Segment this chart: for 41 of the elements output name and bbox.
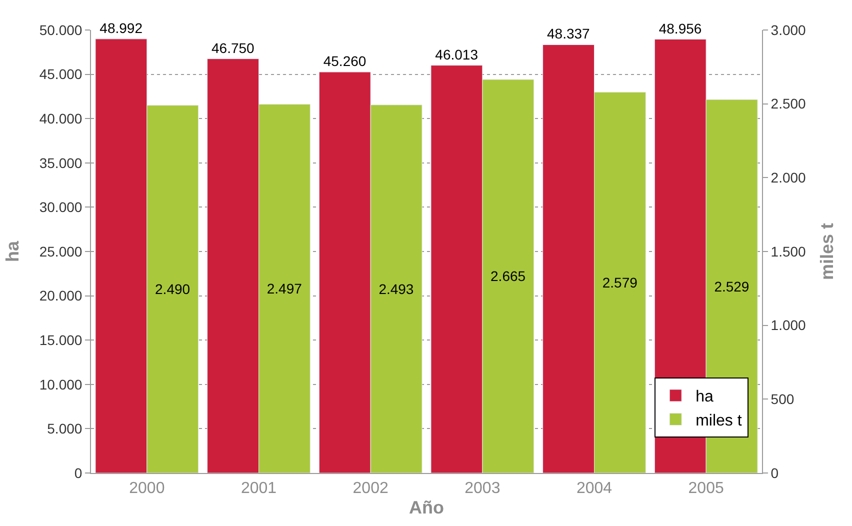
y-tick-label: 30.000 [39,199,82,216]
data-label: 48.992 [100,20,143,36]
x-axis-title: Año [409,497,444,518]
y2-tick-label: 1.000 [770,317,806,334]
y-axis-title: ha [2,240,23,262]
x-tick-label: 2004 [576,480,612,498]
y2-axis-title: miles t [817,222,838,280]
data-label: 2.493 [378,280,414,297]
data-label: 2.665 [490,268,526,284]
data-label: 46.750 [212,40,255,56]
y-tick-label: 15.000 [39,332,82,348]
data-label: 46.013 [435,46,478,62]
data-label: 45.260 [323,53,366,69]
y-tick-label: 20.000 [39,288,82,304]
data-label: 48.956 [658,20,702,36]
data-label: 48.337 [547,26,590,42]
y2-tick-label: 1.500 [770,243,806,260]
data-label: 2.490 [155,281,190,298]
y-tick-label: 50.000 [39,22,82,38]
y2-tick-label: 2.000 [770,170,806,186]
y2-tick-label: 2.500 [770,96,806,112]
y-tick-label: 0 [74,464,82,481]
x-tick-label: 2005 [688,480,724,498]
x-tick-label: 2002 [352,480,388,498]
y-tick-label: 25.000 [39,243,82,260]
x-tick-label: 2000 [129,480,165,498]
y2-tick-label: 500 [770,391,794,408]
x-tick-label: 2003 [464,480,500,498]
y-tick-label: 45.000 [39,66,82,82]
y2-tick-label: 3.000 [770,22,806,38]
y-tick-label: 35.000 [39,154,82,171]
x-tick-label: 2001 [240,480,277,498]
legend-label: ha [696,388,714,406]
y-tick-label: 5.000 [47,420,82,437]
data-label: 2.579 [602,274,638,291]
y2-tick-label: 0 [770,464,779,481]
legend-label: miles t [696,412,742,430]
y-tick-label: 10.000 [39,376,82,392]
data-label: 2.529 [714,278,750,294]
y-tick-label: 40.000 [39,110,82,126]
data-label: 2.497 [266,280,302,297]
